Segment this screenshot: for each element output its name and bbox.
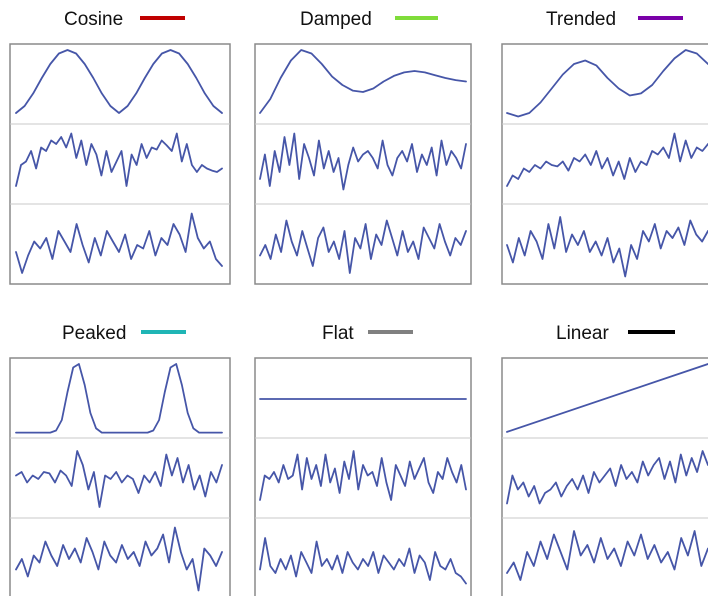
series-line-noisy-2	[259, 219, 467, 274]
panel-title: Cosine	[64, 9, 123, 30]
series-line-noisy-1	[259, 132, 467, 191]
series-line-seasonal	[259, 49, 467, 114]
series-line-noisy-1	[15, 132, 223, 187]
series-line-noisy-2	[259, 537, 467, 585]
panel-linear: Linear	[501, 323, 708, 596]
panel-frame	[9, 357, 231, 596]
series-line-noisy-1	[506, 132, 708, 187]
panel-flat: Flat	[254, 323, 472, 596]
panel-frame	[9, 43, 231, 285]
panel-trended: Trended	[501, 9, 708, 285]
series-line-seasonal	[506, 49, 708, 118]
series-line-seasonal	[15, 49, 223, 114]
panel-frame	[501, 43, 708, 285]
panel-cosine: Cosine	[9, 9, 231, 285]
panel-frame	[254, 43, 472, 285]
panel-damped: Damped	[254, 9, 472, 285]
series-line-noisy-1	[259, 450, 467, 501]
panel-title: Damped	[300, 9, 372, 30]
panel-title: Trended	[546, 9, 616, 30]
series-line-noisy-2	[15, 212, 223, 274]
panel-title: Peaked	[62, 323, 126, 344]
series-line-noisy-2	[506, 530, 708, 581]
series-line-noisy-2	[15, 526, 223, 592]
series-line-seasonal	[506, 363, 708, 433]
series-line-noisy-1	[506, 450, 708, 505]
panel-peaked: Peaked	[9, 323, 231, 596]
panel-frame	[501, 357, 708, 596]
series-line-noisy-2	[506, 216, 708, 278]
series-line-seasonal	[15, 363, 223, 434]
panel-title: Flat	[322, 323, 354, 344]
panel-frame	[254, 357, 472, 596]
series-line-noisy-1	[15, 450, 223, 508]
panel-title: Linear	[556, 323, 609, 344]
